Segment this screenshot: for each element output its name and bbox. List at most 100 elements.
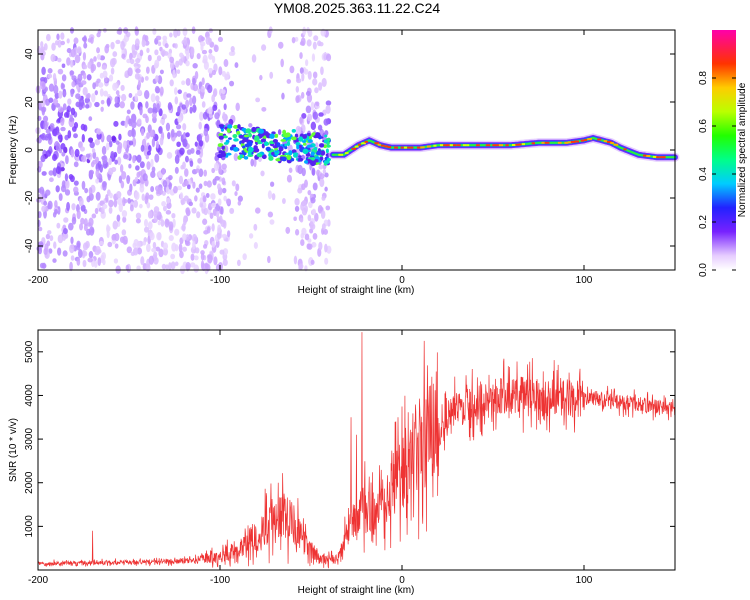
spectrogram-noise-cell [162, 113, 167, 120]
spectrogram-noise-cell [182, 233, 187, 241]
spectrogram-noise-cell [176, 185, 182, 191]
spectrogram-noise-cell [73, 180, 79, 186]
spectrogram-noise-cell [185, 262, 191, 271]
spectrogram-noise-cell [41, 205, 46, 213]
spectrogram-noise-cell [205, 193, 210, 199]
spectrogram-noise-cell [321, 195, 326, 201]
x-tick-label: 0 [399, 575, 405, 586]
y-tick-label: 40 [24, 48, 35, 60]
spectrogram-noise-cell [139, 49, 144, 57]
spectrogram-noise-cell [145, 192, 150, 201]
spectrogram-noise-cell [171, 212, 176, 219]
spectrogram-noise-cell [130, 251, 135, 257]
spectrogram-noise-cell [108, 74, 114, 82]
spectrogram-noise-cell [41, 189, 45, 199]
spectrogram-noise-cell [96, 61, 102, 68]
spectrogram-noise-cell [195, 168, 200, 173]
spectrogram-noise-cell [207, 84, 213, 94]
spectrogram-noise-cell [294, 36, 299, 42]
spectrogram-noise-cell [53, 241, 57, 249]
spectrogram-noise-cell [111, 166, 117, 173]
spectrogram-noise-cell [58, 90, 63, 99]
spectrogram-noise-cell [248, 123, 253, 128]
spectrogram-noise-cell [192, 83, 199, 92]
spectrogram-noise-cell [66, 47, 72, 54]
spectrogram-noise-cell [80, 204, 86, 212]
spectrogram-noise-cell [198, 168, 204, 177]
spectrogram-noise-cell [134, 38, 140, 47]
spectrogram-noise-cell [271, 193, 276, 201]
spectrogram-noise-cell [326, 53, 332, 62]
spectrogram-noise-cell [90, 93, 96, 103]
spectrogram-noise-cell [217, 36, 223, 43]
spectrogram-noise-cell [46, 240, 51, 247]
spectrogram-noise-cell [98, 177, 103, 183]
spectrogram-noise-cell [95, 191, 101, 201]
spectrogram-noise-cell [195, 187, 200, 193]
spectrogram-ridge-cell [557, 141, 562, 144]
spectrogram-noise-cell [228, 51, 235, 56]
spectrogram-noise-cell [131, 114, 137, 123]
colorbar-tick-label: 0.0 [698, 263, 709, 277]
spectrogram-noise-cell [127, 129, 133, 137]
spectrogram-noise-cell [261, 106, 267, 112]
spectrogram-noise-cell [140, 144, 145, 152]
spectrogram-ridge-cell [597, 138, 602, 141]
spectrogram-noise-cell [79, 223, 84, 231]
spectrogram-noise-cell [174, 43, 178, 49]
spectrogram-noise-cell [169, 56, 175, 64]
spectrogram-noise-cell [124, 120, 128, 128]
spectrogram-cluster-cell [223, 141, 229, 145]
spectrogram-y-label: Frequency (Hz) [8, 116, 19, 185]
spectrogram-noise-cell [277, 41, 284, 49]
spectrogram-noise-cell [154, 153, 160, 163]
spectrogram-noise-cell [91, 213, 97, 219]
spectrogram-noise-cell [85, 153, 91, 159]
spectrogram-noise-cell [320, 28, 326, 37]
spectrogram-noise-cell [185, 240, 191, 247]
spectrogram-noise-cell [122, 140, 128, 150]
spectrogram-noise-cell [76, 242, 81, 251]
colorbar: 0.0 0.2 0.4 0.6 0.8 Normalized spectral ampl… [698, 30, 748, 277]
spectrogram-cluster-cell [241, 150, 245, 153]
spectrogram-noise-cell [219, 215, 223, 224]
spectrogram-noise-cell [259, 74, 263, 81]
spectrogram-noise-cell [158, 125, 163, 134]
spectrogram-noise-cell [156, 231, 162, 241]
spectrogram-noise-cell [196, 211, 201, 219]
spectrogram-noise-cell [68, 174, 74, 180]
spectrogram-noise-cell [153, 206, 160, 214]
spectrogram-noise-cell [186, 93, 192, 98]
spectrogram-noise-cell [69, 244, 75, 254]
spectrogram-ridge-cell [659, 156, 664, 159]
spectrogram-cluster-cell [326, 157, 331, 162]
spectrogram-noise-cell [169, 61, 175, 70]
spectrogram-noise-cell [168, 234, 174, 242]
spectrogram-noise-cell [128, 140, 134, 146]
spectrogram-noise-cell [78, 97, 85, 107]
spectrogram-noise-cell [146, 150, 151, 156]
spectrogram-noise-cell [108, 157, 112, 166]
spectrogram-noise-cell [299, 67, 304, 75]
spectrogram-ridge-cell [567, 141, 573, 144]
spectrogram-noise-cell [234, 62, 239, 69]
y-tick-label: 1000 [24, 515, 35, 538]
spectrogram-noise-cell [162, 205, 167, 212]
spectrogram-noise-cell [70, 48, 76, 58]
spectrogram-noise-cell [48, 170, 54, 176]
spectrogram-noise-cell [224, 73, 229, 81]
spectrogram-noise-cell [167, 131, 171, 140]
spectrogram-noise-cell [41, 66, 46, 76]
spectrogram-noise-cell [182, 123, 187, 131]
spectrogram-noise-cell [175, 60, 180, 68]
y-tick-label: 0 [24, 147, 35, 153]
spectrogram-noise-cell [222, 233, 227, 239]
spectrogram-ridge-cell [400, 146, 404, 149]
spectrogram-noise-cell [192, 240, 196, 250]
spectrogram-noise-cell [215, 210, 220, 218]
spectrogram-cluster-cell [325, 144, 331, 148]
spectrogram-noise-cell [207, 254, 213, 264]
spectrogram-noise-cell [185, 51, 190, 60]
spectrogram-noise-cell [306, 39, 312, 47]
spectrogram-noise-cell [193, 255, 199, 261]
